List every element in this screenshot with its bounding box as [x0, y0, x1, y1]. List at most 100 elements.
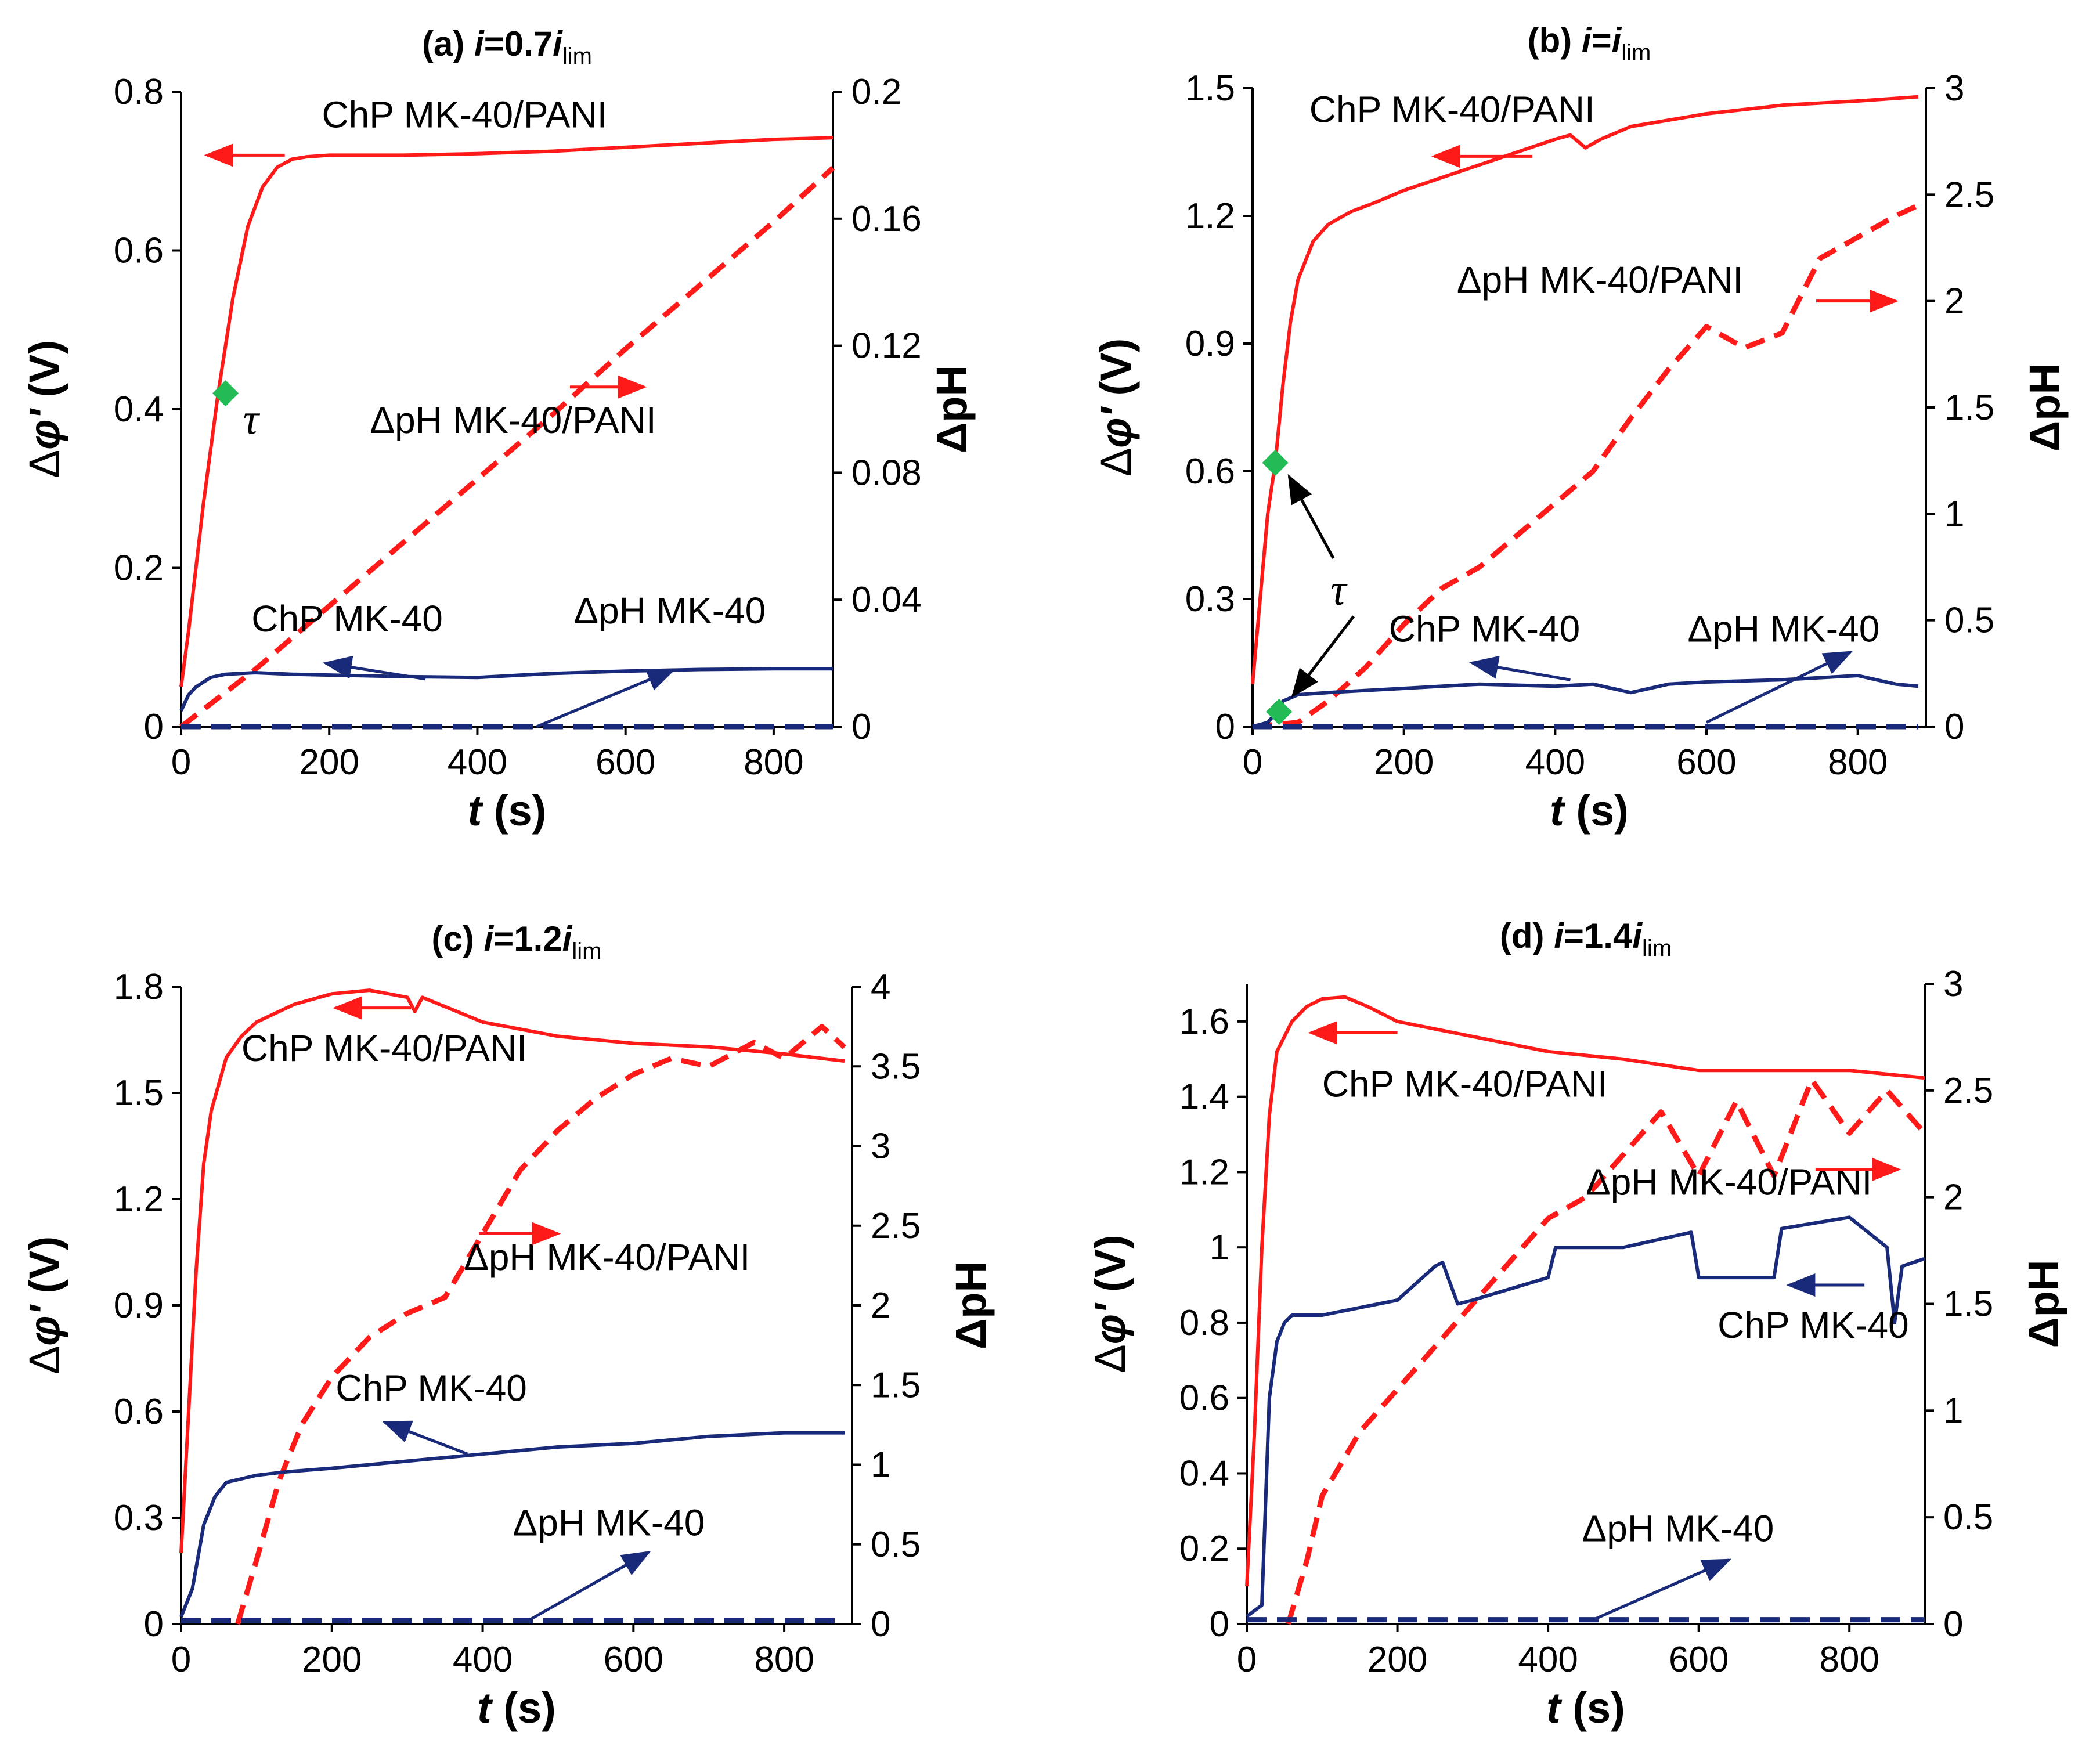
tau-arrow [1291, 615, 1355, 698]
y-tick-label: 1.5 [114, 1073, 164, 1113]
title-var: i [1582, 21, 1592, 60]
y-label-delta: Δ [20, 450, 68, 478]
title-subscript: lim [562, 44, 592, 69]
y2-tick-label: 0 [1944, 707, 1964, 747]
panel-c: 0 200 400 600 800 0 0.3 0.6 0.9 1.2 1.5 1.8 0 0.5 1 1.5… [20, 919, 995, 1732]
y2-tick-label: 0.04 [851, 580, 922, 620]
y-tick-label: 0 [144, 707, 164, 747]
title-prefix: (d) [1500, 916, 1554, 955]
title-var2: i [1612, 21, 1622, 60]
x-tick-label: 0 [171, 1640, 191, 1680]
annotation-label: ΔpH MK-40 [1687, 608, 1879, 649]
series-chp-mk-40 [1252, 674, 1919, 728]
x-label-unit: (s) [1564, 786, 1629, 835]
annotation-arrow [1705, 651, 1853, 724]
tau-arrow [1287, 474, 1335, 560]
y2-tick-label: 0 [851, 707, 871, 747]
y-tick-label: 0.9 [114, 1286, 164, 1326]
series-chp-mk-40-pani [179, 988, 845, 1554]
y2-tick-label: 1.5 [871, 1365, 921, 1405]
y-label-delta: Δ [1092, 448, 1140, 477]
x-label-unit: (s) [492, 1684, 556, 1732]
y2-tick-label: 2 [1944, 281, 1964, 322]
tau-marker [1265, 698, 1293, 725]
x-label-unit: (s) [1561, 1684, 1625, 1732]
chart-title: (d) i=1.4ilim [1500, 916, 1672, 961]
chart-title: (a) i=0.7ilim [422, 24, 592, 69]
y-tick-label: 0.2 [1179, 1529, 1229, 1569]
x-tick-label: 600 [1676, 742, 1736, 782]
annotation-label: ΔpH MK-40/PANI [370, 399, 656, 441]
x-axis-label: t (s) [477, 1684, 556, 1732]
y-tick-label: 1.2 [1185, 196, 1235, 236]
y2-tick-label: 2 [1943, 1178, 1963, 1218]
series-ph-mk-40-pani [1252, 203, 1919, 730]
x-tick-label: 800 [754, 1640, 814, 1680]
x-tick-label: 200 [1367, 1640, 1427, 1680]
y-tick-label: 1.8 [114, 967, 164, 1007]
y2-tick-label: 0.16 [851, 199, 922, 239]
y-label-unit: (V) [1092, 338, 1140, 407]
y2-tick-label: 0.5 [1944, 601, 1994, 641]
title-prefix: (b) [1528, 21, 1582, 60]
y-tick-label: 0.8 [1179, 1303, 1229, 1343]
x-tick-label: 0 [1237, 1640, 1257, 1680]
series-ph-mk-40-pani [235, 1024, 847, 1625]
annotation-arrow [536, 668, 677, 728]
y2-axis-label: ΔpH [2020, 363, 2069, 452]
annotation-label: ΔpH MK-40 [1582, 1507, 1774, 1549]
title-subscript: lim [572, 939, 601, 964]
panel-d: 0 200 400 600 800 0 0.2 0.4 0.6 0.8 1 1.2 1.4 1.6 0 0.5… [1086, 916, 2067, 1732]
panel-a: 0 200 400 600 800 0 0.2 0.4 0.6 0.8 0 0.04 0.08 0.12 0… [20, 24, 976, 835]
annotation-label: ΔpH MK-40 [573, 590, 766, 631]
y-axis-label: Δφ' (V) [1086, 1235, 1134, 1373]
y2-tick-label: 2.5 [1943, 1071, 1993, 1111]
series-chp-mk-40 [1246, 1215, 1925, 1618]
y2-tick-label: 3.5 [871, 1046, 921, 1087]
series-chp-mk-40 [179, 1431, 845, 1618]
tau-label: τ [243, 395, 261, 444]
y2-tick-label: 1.5 [1943, 1284, 1993, 1324]
x-label-var: t [477, 1684, 493, 1732]
x-tick-label: 800 [1828, 742, 1888, 782]
y-tick-label: 0.6 [114, 231, 164, 271]
y-tick-label: 0.3 [1185, 579, 1235, 619]
title-var2: i [562, 919, 573, 958]
y2-axis-label: ΔpH [947, 1261, 995, 1349]
y2-tick-label: 0 [871, 1604, 890, 1644]
y2-tick-label: 2.5 [1944, 175, 1994, 215]
y-tick-label: 0 [144, 1604, 164, 1644]
y-label-var: φ' [1092, 406, 1140, 448]
y-label-var: φ' [1086, 1302, 1134, 1344]
x-tick-label: 200 [300, 742, 359, 782]
y2-tick-label: 1 [871, 1445, 890, 1485]
title-subscript: lim [1642, 936, 1672, 961]
annotation-label: ChP MK-40 [1389, 608, 1581, 649]
annotation-arrow [322, 655, 426, 681]
tau-label: τ [1330, 566, 1348, 615]
y-label-delta: Δ [20, 1346, 68, 1374]
title-mid: =1.4 [1564, 916, 1633, 955]
annotation-arrow [1592, 1558, 1732, 1621]
y-tick-label: 0.6 [1185, 452, 1235, 492]
x-tick-label: 400 [1518, 1640, 1578, 1680]
y2-tick-label: 0.5 [871, 1525, 921, 1565]
tau-marker [1262, 449, 1289, 476]
x-tick-label: 400 [1525, 742, 1585, 782]
x-label-var: t [468, 786, 484, 835]
y-tick-label: 0 [1215, 707, 1235, 747]
title-mid: =0.7 [484, 24, 553, 63]
y2-tick-label: 3 [1944, 68, 1964, 109]
y2-tick-label: 2.5 [871, 1206, 921, 1246]
title-prefix: (a) [422, 24, 474, 63]
y2-tick-label: 0 [1943, 1604, 1963, 1644]
title-var: i [1554, 916, 1564, 955]
chart-title: (b) i=ilim [1528, 21, 1651, 66]
annotation-arrow [382, 1420, 468, 1456]
y-axis-label: Δφ' (V) [20, 340, 68, 478]
y-tick-label: 1.2 [1179, 1152, 1229, 1192]
y-axis-label: Δφ' (V) [1092, 338, 1140, 477]
x-tick-label: 600 [604, 1640, 663, 1680]
y2-axis-label: ΔpH [928, 365, 976, 453]
annotation-label: ΔpH MK-40 [513, 1502, 705, 1544]
